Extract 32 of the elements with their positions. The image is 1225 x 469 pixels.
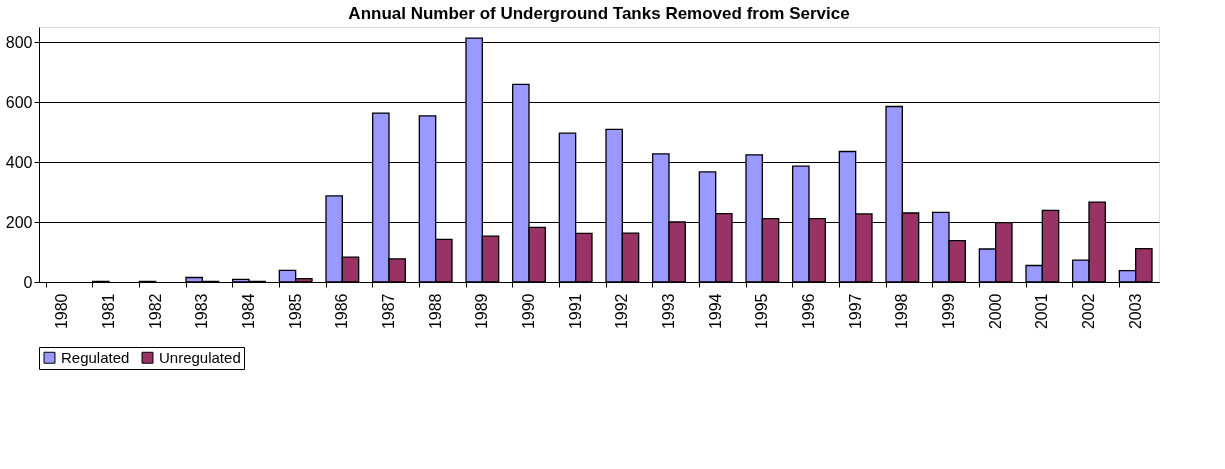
- x-tick-label: 2002: [1080, 293, 1097, 330]
- x-tick-label: 1987: [380, 293, 397, 330]
- x-tick-label: 1994: [706, 293, 724, 330]
- x-tick-label: 1996: [800, 293, 817, 330]
- x-tick-label: 2001: [1033, 293, 1051, 330]
- x-tick-label: 1985: [286, 293, 304, 330]
- y-tick-label: 600: [5, 93, 33, 111]
- y-tick-label: 200: [5, 213, 33, 231]
- x-tick-label: 1980: [53, 293, 71, 330]
- x-tick-label: 1991: [566, 293, 584, 330]
- x-tick-label: 1993: [660, 293, 677, 330]
- x-tick-label: 1988: [426, 293, 444, 330]
- x-tick-label: 1992: [613, 293, 631, 330]
- y-tick-label: 800: [5, 33, 33, 51]
- x-tick-label: 1983: [193, 293, 211, 330]
- x-tick-label: 1997: [846, 293, 864, 330]
- x-tick-label: 1982: [146, 293, 164, 330]
- chart-title: Annual Number of Underground Tanks Removed from Service: [348, 4, 850, 23]
- x-tick-label: 1995: [753, 293, 771, 330]
- x-tick-label: 2000: [986, 293, 1004, 330]
- x-tick-label: 1989: [473, 293, 491, 330]
- x-tick-label: 1981: [100, 293, 117, 330]
- x-tick-label: 2003: [1126, 293, 1144, 330]
- legend-label: Regulated: [61, 348, 130, 366]
- y-tick-label: 0: [23, 273, 33, 291]
- x-tick-label: 1984: [240, 293, 257, 330]
- legend-label: Unregulated: [159, 348, 241, 366]
- y-tick-label: 400: [5, 153, 33, 171]
- x-tick-label: 1986: [333, 293, 351, 330]
- x-tick-label: 1998: [893, 293, 911, 330]
- x-tick-label: 1999: [940, 293, 957, 330]
- x-tick-label: 1990: [520, 293, 537, 330]
